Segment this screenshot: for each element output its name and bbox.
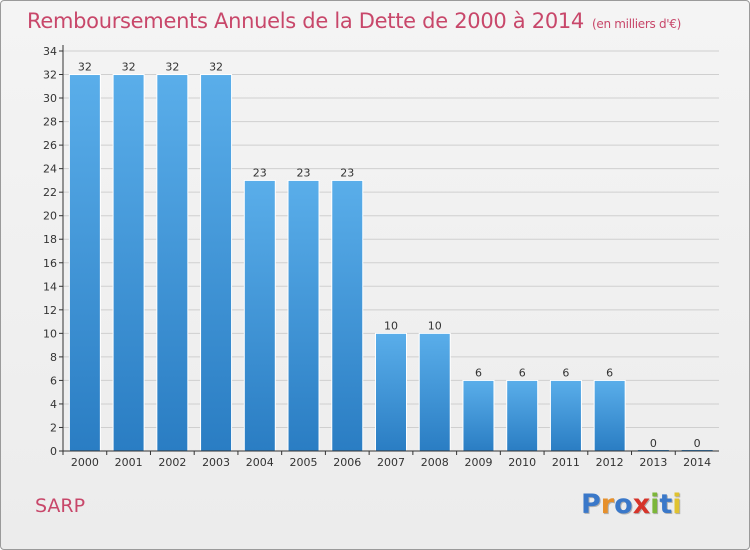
y-tick-label: 22 — [43, 186, 57, 199]
data-label: 10 — [428, 319, 442, 332]
chart-subtitle: (en milliers d'€) — [592, 17, 682, 31]
data-label: 0 — [694, 437, 701, 450]
x-tick-label: 2001 — [115, 456, 143, 469]
y-tick-label: 34 — [43, 45, 57, 58]
data-label: 6 — [475, 366, 482, 379]
y-tick-label: 14 — [43, 280, 57, 293]
bar-2006 — [331, 179, 364, 452]
logo-letter: o — [614, 489, 633, 520]
bar-2004 — [243, 179, 276, 452]
logo-letter: i — [672, 489, 682, 520]
logo-letter: t — [659, 489, 673, 520]
x-tick-label: 2009 — [464, 456, 492, 469]
bar-2011 — [549, 379, 582, 452]
data-label: 23 — [340, 166, 354, 179]
y-tick-label: 6 — [50, 374, 57, 387]
proxiti-logo[interactable]: Proxiti — [581, 489, 682, 520]
y-tick-label: 32 — [43, 69, 57, 82]
bar-2000 — [68, 74, 101, 452]
bar-2005 — [287, 179, 320, 452]
chart-title-block: Remboursements Annuels de la Dette de 20… — [27, 9, 681, 33]
y-tick-label: 26 — [43, 139, 57, 152]
y-tick-label: 30 — [43, 92, 57, 105]
logo-letter: x — [632, 489, 651, 520]
logo-letter: r — [600, 489, 615, 520]
data-label: 32 — [122, 61, 136, 74]
chart-title: Remboursements Annuels de la Dette de 20… — [27, 9, 584, 33]
bar-2002 — [156, 74, 189, 452]
data-label: 6 — [562, 366, 569, 379]
x-tick-label: 2008 — [421, 456, 449, 469]
bar-2003 — [200, 74, 233, 452]
y-tick-label: 2 — [50, 421, 57, 434]
y-tick-label: 28 — [43, 116, 57, 129]
commune-name: SARP — [35, 495, 86, 517]
x-tick-label: 2005 — [290, 456, 318, 469]
data-label: 23 — [297, 166, 311, 179]
y-tick-label: 16 — [43, 257, 57, 270]
data-label: 23 — [253, 166, 267, 179]
y-tick-label: 4 — [50, 398, 57, 411]
x-tick-label: 2003 — [202, 456, 230, 469]
logo-letter: i — [650, 489, 660, 520]
x-tick-label: 2013 — [639, 456, 667, 469]
bar-2001 — [112, 74, 145, 452]
x-tick-label: 2012 — [596, 456, 624, 469]
x-tick-label: 2010 — [508, 456, 536, 469]
bar-2007 — [375, 332, 407, 452]
y-tick-label: 20 — [43, 210, 57, 223]
y-tick-label: 18 — [43, 233, 57, 246]
data-label: 32 — [165, 61, 179, 74]
y-tick-label: 24 — [43, 163, 57, 176]
bar-2012 — [593, 379, 626, 452]
x-tick-label: 2002 — [158, 456, 186, 469]
x-tick-label: 2004 — [246, 456, 274, 469]
x-tick-label: 2006 — [333, 456, 361, 469]
logo-letter: P — [581, 489, 601, 520]
x-tick-label: 2000 — [71, 456, 99, 469]
bars: 32 32 32 32 23 23 23 10 10 6 6 6 6 0 0 — [68, 61, 713, 452]
x-tick-label: 2014 — [683, 456, 711, 469]
data-label: 0 — [650, 437, 657, 450]
data-label: 10 — [384, 319, 398, 332]
x-tick-label: 2007 — [377, 456, 405, 469]
y-tick-label: 0 — [50, 445, 57, 458]
bar-2009 — [462, 379, 495, 452]
x-tick-label: 2011 — [552, 456, 580, 469]
y-tick-label: 12 — [43, 304, 57, 317]
data-label: 32 — [78, 61, 92, 74]
y-tick-label: 10 — [43, 327, 57, 340]
bar-2010 — [506, 379, 539, 452]
data-label: 6 — [606, 366, 613, 379]
data-label: 32 — [209, 61, 223, 74]
data-label: 6 — [519, 366, 526, 379]
bar-2008 — [418, 332, 451, 452]
y-tick-label: 8 — [50, 351, 57, 364]
